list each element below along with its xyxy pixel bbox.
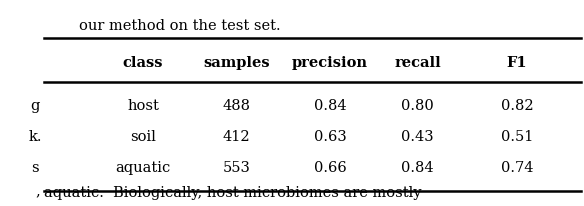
Text: samples: samples (203, 56, 270, 70)
Text: 0.66: 0.66 (314, 161, 346, 175)
Text: 0.84: 0.84 (314, 99, 346, 113)
Text: 0.74: 0.74 (500, 161, 533, 175)
Text: 553: 553 (223, 161, 251, 175)
Text: soil: soil (130, 130, 156, 144)
Text: 0.80: 0.80 (401, 99, 434, 113)
Text: 0.63: 0.63 (314, 130, 346, 144)
Text: 0.84: 0.84 (401, 161, 434, 175)
Text: precision: precision (292, 56, 368, 70)
Text: recall: recall (394, 56, 441, 70)
Text: 0.51: 0.51 (500, 130, 533, 144)
Text: aquatic: aquatic (116, 161, 171, 175)
Text: 0.82: 0.82 (500, 99, 533, 113)
Text: k.: k. (28, 130, 42, 144)
Text: class: class (123, 56, 164, 70)
Text: 0.43: 0.43 (401, 130, 434, 144)
Text: our method on the test set.: our method on the test set. (79, 19, 280, 33)
Text: ,: , (36, 185, 40, 199)
Text: host: host (127, 99, 159, 113)
Text: aquatic.  Biologically, host microbiomes are mostly: aquatic. Biologically, host microbiomes … (44, 186, 421, 200)
Text: s: s (31, 161, 39, 175)
Text: 488: 488 (223, 99, 251, 113)
Text: g: g (30, 99, 40, 113)
Text: F1: F1 (506, 56, 527, 70)
Text: 412: 412 (223, 130, 251, 144)
